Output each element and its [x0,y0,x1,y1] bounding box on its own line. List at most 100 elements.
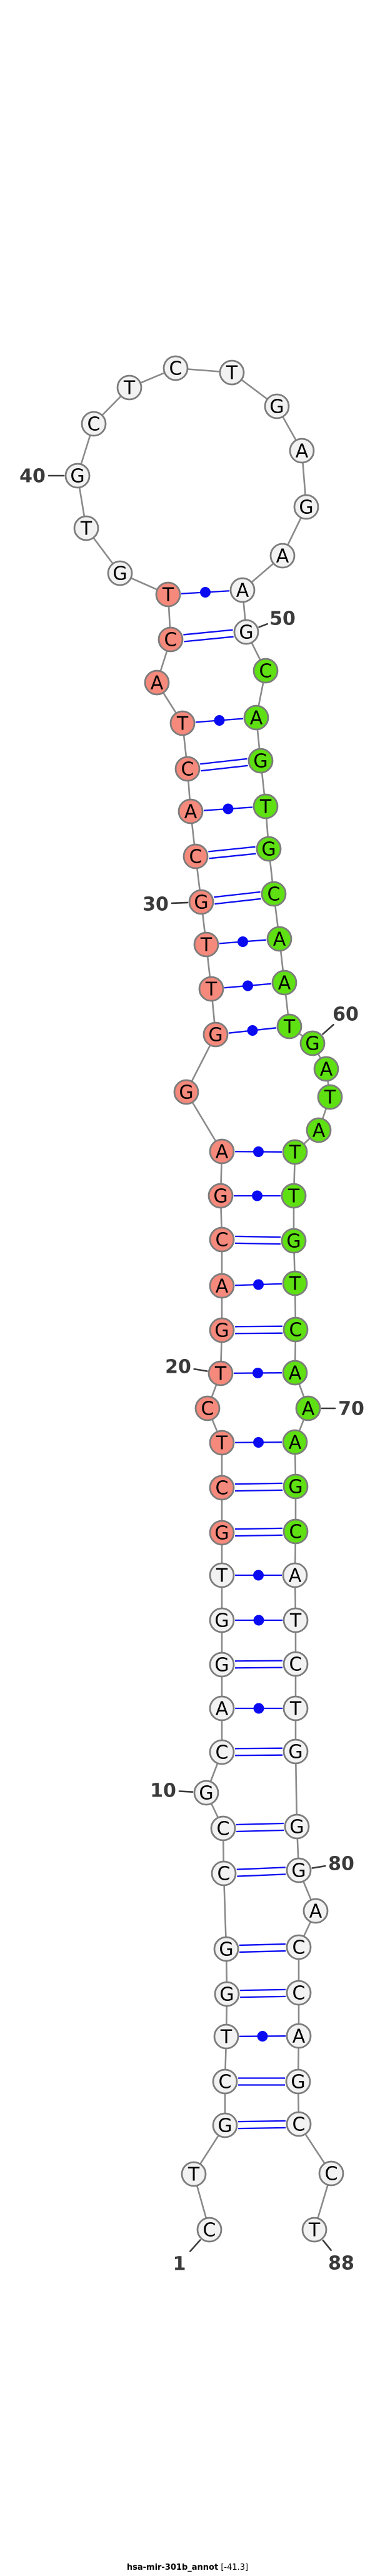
nucleotide-circle [266,926,292,952]
nucleotide-base: C [289,1654,302,1676]
base-pair-bond [200,758,248,765]
nucleotide-base: G [299,497,313,519]
nucleotide-circle [212,2112,238,2138]
nucleotide-circle [282,1518,309,1545]
nucleotide-circle [285,2068,311,2095]
nucleotide-circle [219,359,245,386]
base-pair-dot [238,936,248,947]
nucleotide-base: T [289,1142,301,1164]
position-label: 70 [338,1398,364,1420]
nucleotide-circle [209,1695,235,1722]
nucleotide-base: T [324,1087,336,1109]
nucleotide-circle [282,1429,308,1455]
nucleotide-circle [269,543,296,569]
nucleotide-circle [155,581,181,608]
nucleotide-circle [73,515,99,541]
position-label: 10 [150,1780,176,1802]
nucleotide-base: G [219,1939,233,1961]
nucleotide-base: G [289,1817,304,1838]
nucleotide-circle [282,1360,308,1386]
nucleotide-base: A [320,1059,333,1081]
nucleotide-circle [299,1030,326,1056]
nucleotide-base: C [219,2072,232,2093]
nucleotide-base: T [226,363,238,384]
nucleotide-circle [282,1270,308,1296]
nucleotide-circle [194,1395,221,1421]
nucleotide-base: T [188,2164,200,2186]
nucleotide-circle [243,704,269,731]
nucleotide-circle [182,843,209,870]
base-pair-dot [200,587,211,598]
nucleotide-base: A [312,1120,326,1142]
nucleotide-base: T [214,1363,227,1385]
nucleotide-circle [282,1695,309,1722]
nucleotide-base: G [261,839,276,861]
position-tick [322,1023,334,1035]
nucleotide-circle [301,2217,328,2243]
nucleotide-base: G [269,396,284,418]
nucleotide-base: C [292,1937,306,1959]
nucleotide-circle [158,626,184,653]
nucleotide-circle [282,1562,308,1588]
nucleotide-circle [209,1226,235,1253]
nucleotide-base: T [289,1698,302,1720]
nucleotide-base: T [289,1273,301,1295]
nucleotide-base: G [305,1033,319,1055]
nucleotide-base: C [189,846,202,868]
nucleotide-base: A [278,973,291,995]
position-label: 80 [328,1853,354,1875]
position-tick [189,2239,201,2252]
nucleotide-circle [256,836,282,862]
base-pair-dot [252,1190,262,1201]
nucleotide-base: G [70,466,84,488]
nucleotide-circle [193,1780,219,1806]
base-pair-bond [201,764,248,772]
base-pair-dot [253,1279,264,1290]
nucleotide-circle [196,2217,222,2243]
base-pair-dot [257,2031,268,2042]
nucleotide-base: T [200,935,212,956]
nucleotide-circle [174,756,201,782]
nucleotide-circle [209,1273,235,1299]
nucleotide-circle [261,881,287,907]
nucleotide-circle [144,669,170,696]
nucleotide-base: C [201,1398,214,1420]
nucleotide-circle [252,658,279,684]
nucleotide-circle [209,1607,235,1633]
nucleotide-circle [209,1317,235,1343]
base-pair-dot [214,715,225,726]
base-pair-bond [234,1527,282,1530]
base-pair-dot [253,1437,264,1448]
position-tick [258,623,268,628]
nucleotide-base: A [184,801,198,823]
nucleotide-circle [229,577,256,603]
nucleotide-circle [282,1316,309,1343]
nucleotide-circle [209,1520,235,1546]
nucleotide-base: T [289,1610,302,1632]
nucleotide-base: C [216,1478,229,1500]
nucleotide-base: G [194,892,208,914]
nucleotide-base: A [236,580,249,602]
nucleotide-base: A [276,546,289,568]
nucleotide-base: G [288,1476,302,1498]
base-pair-dot [252,1368,263,1378]
nucleotide-circle [213,2023,239,2050]
nucleotide-base: G [291,1860,306,1882]
nucleotide-circle [210,1815,236,1842]
nucleotide-base: T [259,796,272,818]
nucleotide-circle [209,1651,235,1678]
nucleotide-circle [282,1473,309,1500]
base-pair-dot [253,1146,264,1157]
base-pair-bond [214,898,261,905]
nucleotide-base: G [218,2115,232,2137]
base-pair-bond [234,1325,282,1328]
nucleotide-base: T [288,1186,300,1208]
base-pair-bond [235,1332,283,1335]
nucleotide-base: T [216,1565,228,1587]
nucleotide-circle [64,463,91,489]
base-pair-dot [222,803,234,814]
nucleotide-circle [281,1183,307,1209]
nucleotide-circle [81,411,107,437]
nucleotide-base: G [214,1320,229,1342]
nucleotide-base: T [205,979,218,1001]
